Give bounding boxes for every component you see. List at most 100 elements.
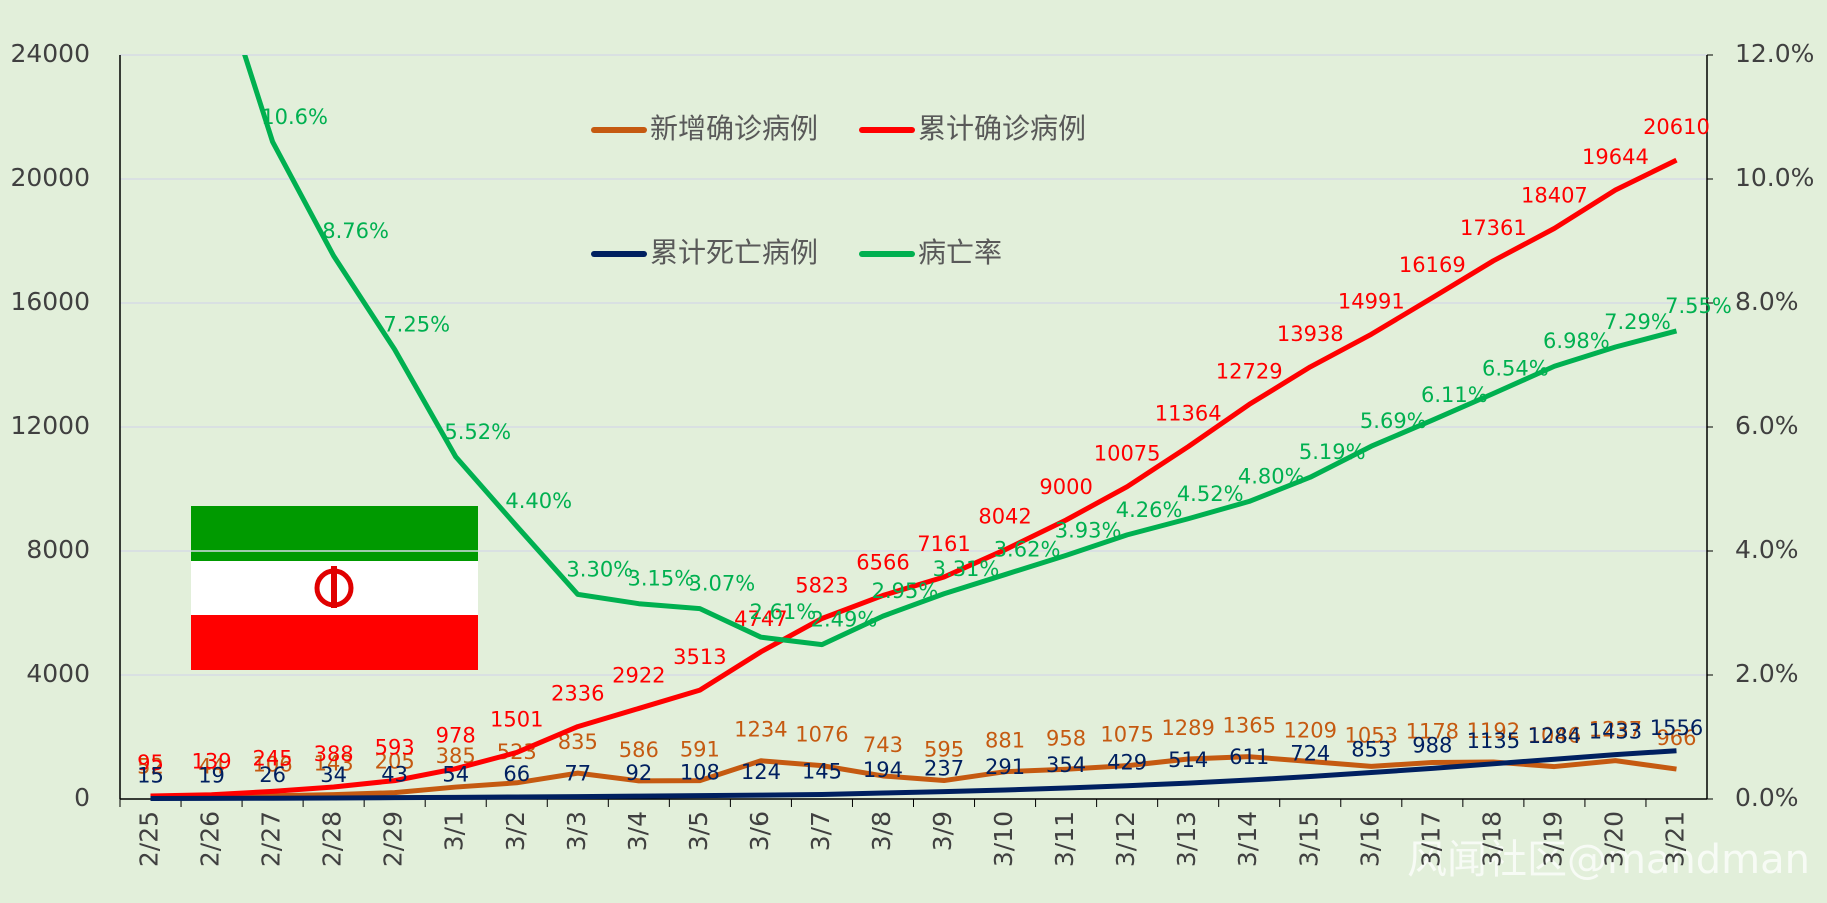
y-tick-label: 12000 xyxy=(10,411,90,440)
data-label: 205 xyxy=(375,750,415,774)
data-label: 4.40% xyxy=(505,489,572,513)
data-label: 3513 xyxy=(673,645,726,669)
data-label: 44 xyxy=(198,755,225,779)
data-label: 3.15% xyxy=(627,567,694,591)
x-tick-label: 3/21 xyxy=(1660,811,1689,867)
data-label: 1556 xyxy=(1650,716,1703,740)
watermark: 风闻社区@mandman xyxy=(1407,837,1810,883)
data-label: 1433 xyxy=(1589,720,1642,744)
y2-tick-label: 4.0% xyxy=(1735,535,1799,564)
data-label: 7.55% xyxy=(1665,294,1732,318)
x-tick-label: 3/16 xyxy=(1355,811,1384,867)
y-tick-label: 4000 xyxy=(26,659,90,688)
x-tick-label: 3/8 xyxy=(867,811,896,851)
data-label: 12729 xyxy=(1216,359,1283,383)
data-label: 2.95% xyxy=(872,579,939,603)
data-label: 4.52% xyxy=(1177,482,1244,506)
data-label: 7161 xyxy=(917,532,970,556)
x-tick-label: 3/13 xyxy=(1172,811,1201,867)
data-label: 108 xyxy=(680,761,720,785)
data-label: 388 xyxy=(314,742,354,766)
data-label: 95 xyxy=(137,751,164,775)
data-label: 143 xyxy=(314,752,354,776)
y2-tick-label: 6.0% xyxy=(1735,411,1799,440)
data-label: 5.69% xyxy=(1360,409,1427,433)
data-label: 591 xyxy=(680,738,720,762)
series-line xyxy=(150,754,1677,801)
data-label: 106 xyxy=(253,753,293,777)
x-tick-label: 3/15 xyxy=(1294,811,1323,867)
data-label: 724 xyxy=(1290,742,1330,766)
data-label: 7.25% xyxy=(383,313,450,337)
data-label: 593 xyxy=(375,736,415,760)
legend-label: 新增确诊病例 xyxy=(650,112,818,145)
y2-tick-label: 2.0% xyxy=(1735,659,1799,688)
data-label: 19644 xyxy=(1582,145,1649,169)
data-label: 18407 xyxy=(1521,183,1588,207)
clip-group xyxy=(242,55,1678,648)
data-label: 26 xyxy=(259,763,286,787)
data-label: 6.11% xyxy=(1421,383,1488,407)
y-tick-label: 16000 xyxy=(10,287,90,316)
data-label: 6566 xyxy=(856,550,909,574)
data-label: 1501 xyxy=(490,707,543,731)
data-label: 743 xyxy=(863,733,903,757)
x-tick-label: 3/20 xyxy=(1599,811,1628,867)
data-label: 5.19% xyxy=(1299,440,1366,464)
data-label: 2922 xyxy=(612,663,665,687)
data-label: 20610 xyxy=(1643,115,1710,139)
data-label: 595 xyxy=(924,738,964,762)
data-label: 5.52% xyxy=(444,420,511,444)
data-label: 43 xyxy=(381,763,408,787)
data-label: 52 xyxy=(137,754,164,778)
data-label: 4.80% xyxy=(1238,464,1305,488)
data-label: 16169 xyxy=(1399,253,1466,277)
x-tick-label: 3/19 xyxy=(1538,811,1567,867)
data-label: 10.6% xyxy=(261,105,328,129)
x-tick-label: 3/11 xyxy=(1050,811,1079,867)
data-label: 124 xyxy=(741,760,781,784)
data-label: 13938 xyxy=(1277,322,1344,346)
data-label: 978 xyxy=(436,724,476,748)
data-label: 966 xyxy=(1656,726,1696,750)
data-label: 514 xyxy=(1168,748,1208,772)
data-label: 3.62% xyxy=(994,538,1061,562)
data-label: 14991 xyxy=(1338,289,1405,313)
data-label: 245 xyxy=(253,746,293,770)
x-tick-label: 3/4 xyxy=(623,811,652,851)
data-label: 7.29% xyxy=(1604,310,1671,334)
data-label: 1284 xyxy=(1528,724,1581,748)
x-tick-label: 2/27 xyxy=(257,811,286,867)
data-label: 194 xyxy=(863,758,903,782)
data-label: 2.49% xyxy=(811,608,878,632)
data-label: 1046 xyxy=(1528,724,1581,748)
x-tick-label: 3/18 xyxy=(1477,811,1506,867)
x-tick-label: 2/26 xyxy=(196,811,225,867)
y2-tick-label: 8.0% xyxy=(1735,287,1799,316)
data-label: 3.93% xyxy=(1055,518,1122,542)
data-label: 3.07% xyxy=(689,572,756,596)
data-label: 2.61% xyxy=(750,600,817,624)
data-label: 3.31% xyxy=(933,557,1000,581)
data-label: 881 xyxy=(985,729,1025,753)
legend-label: 累计确诊病例 xyxy=(918,112,1086,145)
y-tick-label: 20000 xyxy=(10,163,90,192)
data-label: 139 xyxy=(192,750,232,774)
x-tick-label: 3/5 xyxy=(684,811,713,851)
data-label: 1075 xyxy=(1100,723,1153,747)
x-tick-label: 3/3 xyxy=(562,811,591,851)
data-label: 10075 xyxy=(1094,442,1161,466)
data-label: 853 xyxy=(1351,738,1391,762)
data-label: 34 xyxy=(320,763,347,787)
data-label: 4.26% xyxy=(1116,498,1183,522)
data-label: 958 xyxy=(1046,726,1086,750)
data-label: 17361 xyxy=(1460,216,1527,240)
data-label: 611 xyxy=(1229,745,1269,769)
iran-flag xyxy=(191,506,478,670)
data-label: 1209 xyxy=(1284,719,1337,743)
data-label: 6.98% xyxy=(1543,329,1610,353)
x-tick-label: 3/12 xyxy=(1111,811,1140,867)
data-label: 3.30% xyxy=(566,557,633,581)
data-label: 8042 xyxy=(978,505,1031,529)
